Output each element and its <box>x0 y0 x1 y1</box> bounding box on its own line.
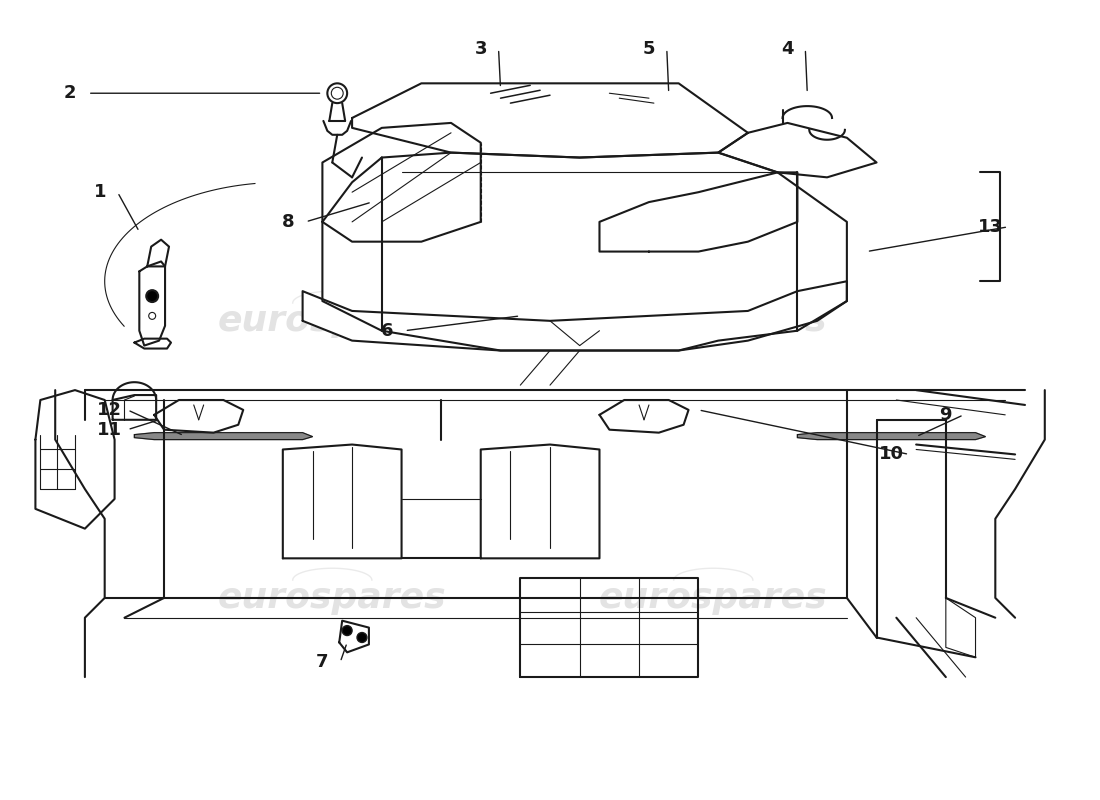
Text: eurospares: eurospares <box>218 304 447 338</box>
Polygon shape <box>798 433 986 439</box>
Polygon shape <box>481 445 600 558</box>
Text: eurospares: eurospares <box>600 304 827 338</box>
Circle shape <box>342 626 352 635</box>
Text: 12: 12 <box>97 401 122 419</box>
Polygon shape <box>35 390 114 529</box>
Text: 1: 1 <box>94 183 106 201</box>
Polygon shape <box>283 445 402 558</box>
Text: eurospares: eurospares <box>218 581 447 615</box>
Polygon shape <box>134 433 312 439</box>
Circle shape <box>146 290 158 302</box>
Text: 13: 13 <box>978 218 1003 236</box>
Polygon shape <box>154 400 243 433</box>
Circle shape <box>358 633 367 642</box>
Text: 2: 2 <box>64 84 76 102</box>
Text: 8: 8 <box>282 213 294 231</box>
Text: eurospares: eurospares <box>600 581 827 615</box>
Polygon shape <box>322 153 847 350</box>
Polygon shape <box>352 83 748 158</box>
Polygon shape <box>600 400 689 433</box>
Polygon shape <box>302 282 847 350</box>
Text: 6: 6 <box>381 322 393 340</box>
Polygon shape <box>600 172 798 251</box>
Text: 3: 3 <box>474 40 487 58</box>
Text: 4: 4 <box>781 40 794 58</box>
Polygon shape <box>322 123 481 242</box>
Text: 7: 7 <box>316 654 329 671</box>
Text: 9: 9 <box>939 406 953 424</box>
Text: 10: 10 <box>879 446 904 463</box>
Text: 5: 5 <box>642 40 656 58</box>
Polygon shape <box>339 621 369 652</box>
Text: 11: 11 <box>97 421 122 438</box>
Polygon shape <box>718 123 877 178</box>
